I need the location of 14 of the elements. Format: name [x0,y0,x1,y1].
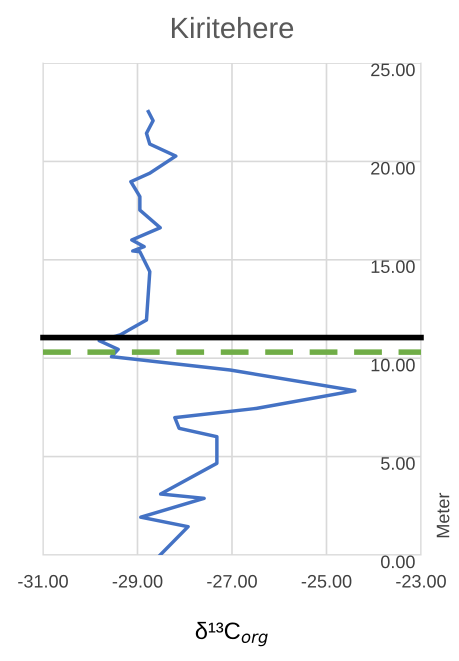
y-tick-label: 25.00 [371,63,415,76]
y-tick-label: 20.00 [371,162,415,175]
y-tick-label: 15.00 [372,260,415,274]
chart-title: Kiritehere [172,16,294,38]
x-axis-title: δ¹³C$_{org}$ [196,622,268,646]
x-tick-label: -25.00 [302,574,352,588]
y-tick-label: 5.00 [381,457,415,470]
x-tick-label: -29.00 [112,574,162,588]
y-tick-label: 0.00 [381,555,415,568]
x-tick-label: -27.00 [207,574,257,588]
y-axis-title: Meter [436,492,450,538]
x-tick-label: -31.00 [18,574,68,588]
y-tick-label: 10.00 [372,358,415,372]
x-tick-label: -23.00 [396,574,446,588]
